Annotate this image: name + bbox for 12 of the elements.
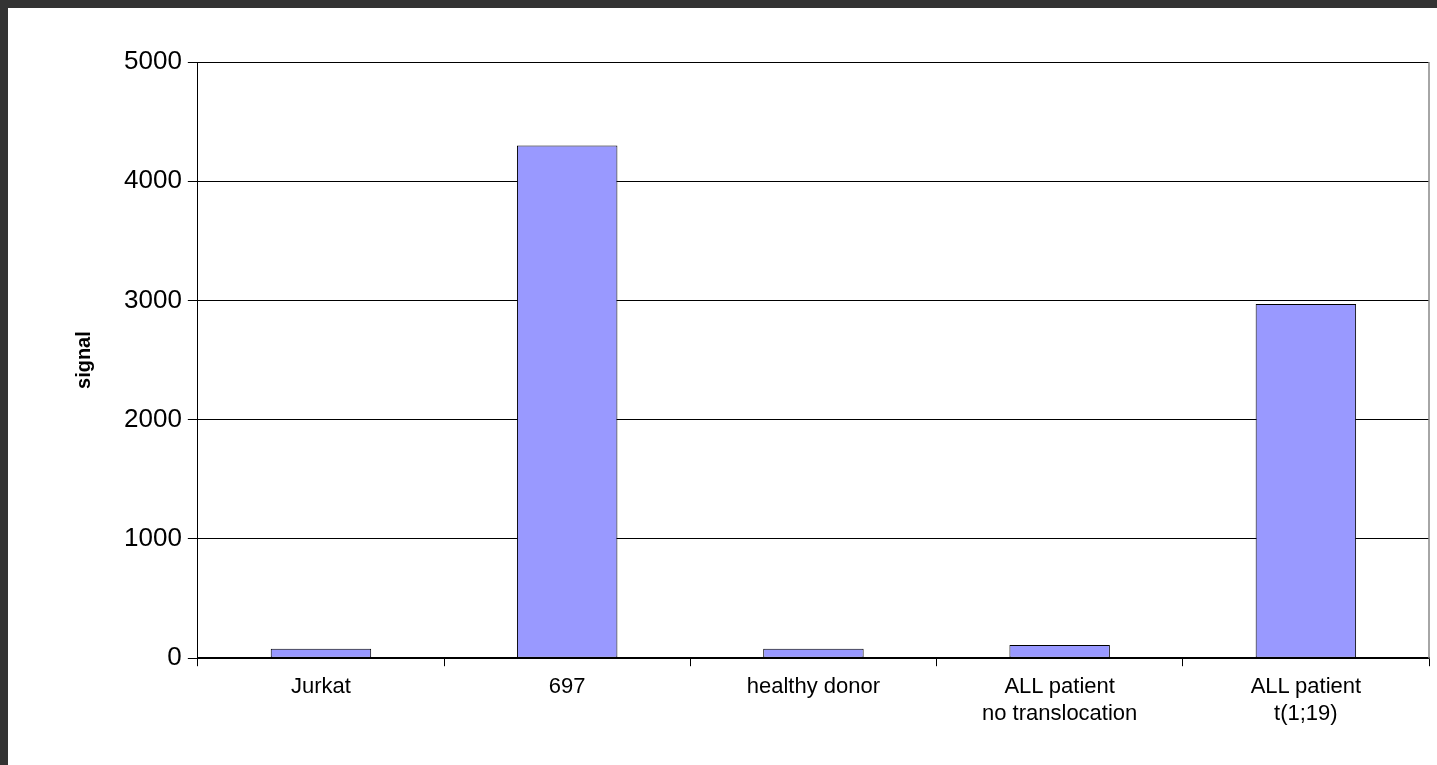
x-tick-label: Jurkat [290, 673, 351, 699]
y-tick-label: 1000 [124, 522, 182, 553]
y-tick-label: 0 [167, 641, 182, 672]
y-axis-title: signal [71, 331, 94, 389]
x-tick-label: 697 [548, 673, 586, 699]
x-tick-label: healthy donor [746, 673, 881, 699]
y-tick-label: 2000 [124, 402, 182, 433]
y-tick-label: 3000 [124, 283, 182, 314]
x-tick-label: ALL patient t(1;19) [1250, 673, 1362, 725]
x-tick-label: ALL patient no translocation [981, 673, 1138, 725]
y-tick-label: 5000 [124, 45, 182, 76]
y-tick-label: 4000 [124, 164, 182, 195]
